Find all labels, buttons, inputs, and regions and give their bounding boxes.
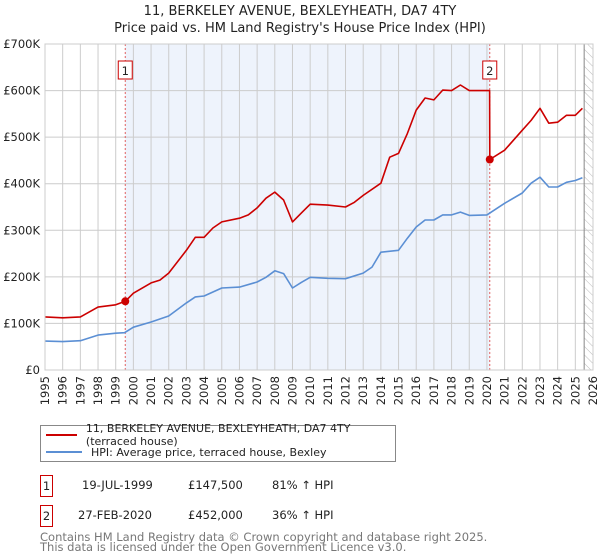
x-tick-label: 1995: [38, 376, 52, 405]
x-tick-label: 2004: [197, 376, 211, 405]
footer-copyright: Contains HM Land Registry data © Crown c…: [40, 530, 488, 544]
x-tick-label: 2026: [586, 376, 600, 405]
chart-subtitle: Price paid vs. HM Land Registry's House …: [114, 21, 486, 36]
legend-label-property: 11, BERKELEY AVENUE, BEXLEYHEATH, DA7 4T…: [85, 422, 351, 448]
x-tick-label: 2010: [303, 376, 317, 405]
x-tick-label: 2019: [462, 376, 476, 405]
x-tick-label: 1999: [109, 376, 123, 405]
transaction-row: 2 27-FEB-2020 £452,000 36% ↑ HPI: [40, 505, 440, 527]
x-tick-label: 1998: [91, 376, 105, 405]
x-tick-label: 2017: [427, 376, 441, 405]
x-tick-label: 2016: [409, 376, 423, 405]
x-tick-label: 2022: [515, 376, 529, 405]
plot-border: [44, 43, 594, 371]
chart-title: 11, BERKELEY AVENUE, BEXLEYHEATH, DA7 4T…: [143, 4, 457, 19]
transaction-marker: 1: [40, 475, 53, 497]
y-tick-label: £200K: [3, 270, 40, 284]
y-tick-label: £0: [25, 363, 40, 377]
x-tick-label: 2012: [339, 376, 353, 405]
y-tick-label: £300K: [3, 223, 40, 237]
x-tick-label: 2002: [162, 376, 176, 405]
legend-item-hpi: HPI: Average price, terraced house, Bexl…: [46, 444, 327, 460]
x-tick-label: 1996: [56, 376, 70, 405]
x-tick-label: 2009: [285, 376, 299, 405]
y-tick-label: £100K: [3, 316, 40, 330]
x-tick-label: 2013: [356, 376, 370, 405]
transaction-hpi-diff: 81% ↑ HPI: [272, 478, 334, 492]
y-tick-label: £700K: [3, 37, 40, 51]
x-tick-label: 2006: [232, 376, 246, 405]
transaction-marker: 2: [40, 505, 53, 527]
x-tick-label: 2011: [321, 376, 335, 405]
transaction-price: £452,000: [188, 508, 243, 522]
sale-label-box: [482, 60, 498, 80]
sale-label: 2: [486, 64, 493, 78]
legend-swatch-property: [46, 434, 77, 436]
x-tick-label: 2005: [215, 376, 229, 405]
hpi-series-line: [44, 176, 583, 343]
transaction-date: 27-FEB-2020: [78, 508, 152, 522]
transaction-hpi-diff: 36% ↑ HPI: [272, 508, 334, 522]
x-tick-label: 2000: [126, 376, 140, 405]
x-tick-label: 1997: [73, 376, 87, 405]
x-tick-label: 2020: [480, 376, 494, 405]
property-series-line: [44, 84, 583, 319]
forecast-hatch: [584, 44, 593, 370]
legend-item-property: 11, BERKELEY AVENUE, BEXLEYHEATH, DA7 4T…: [46, 422, 395, 448]
transaction-row: 1 19-JUL-1999 £147,500 81% ↑ HPI: [40, 475, 440, 497]
price-chart: 1995 1996 1997 1998 1999 2000 2001 2002 2003 2004…: [3, 37, 600, 405]
footer-licence: This data is licensed under the Open Gov…: [40, 540, 407, 554]
x-tick-label: 2003: [179, 376, 193, 405]
y-tick-label: £600K: [3, 84, 40, 98]
y-tick-label: £500K: [3, 130, 40, 144]
legend-swatch-hpi: [46, 451, 82, 453]
x-tick-label: 2015: [392, 376, 406, 405]
x-tick-label: 2021: [498, 376, 512, 405]
transaction-date: 19-JUL-1999: [82, 478, 153, 492]
sale-point: [485, 155, 494, 164]
legend: 11, BERKELEY AVENUE, BEXLEYHEATH, DA7 4T…: [40, 422, 396, 462]
x-tick-label: 2023: [533, 376, 547, 405]
x-tick-label: 2001: [144, 376, 158, 405]
x-tick-label: 2014: [374, 376, 388, 405]
sale-point: [121, 297, 130, 306]
x-tick-label: 2008: [268, 376, 282, 405]
y-tick-label: £400K: [3, 177, 40, 191]
transaction-price: £147,500: [188, 478, 243, 492]
sale-label-box: [117, 60, 133, 80]
x-tick-label: 2025: [568, 376, 582, 405]
x-tick-label: 2018: [445, 376, 459, 405]
x-tick-label: 2024: [551, 376, 565, 405]
legend-label-hpi: HPI: Average price, terraced house, Bexl…: [91, 445, 327, 459]
x-tick-label: 2007: [250, 376, 264, 405]
sale-label: 1: [122, 64, 129, 78]
